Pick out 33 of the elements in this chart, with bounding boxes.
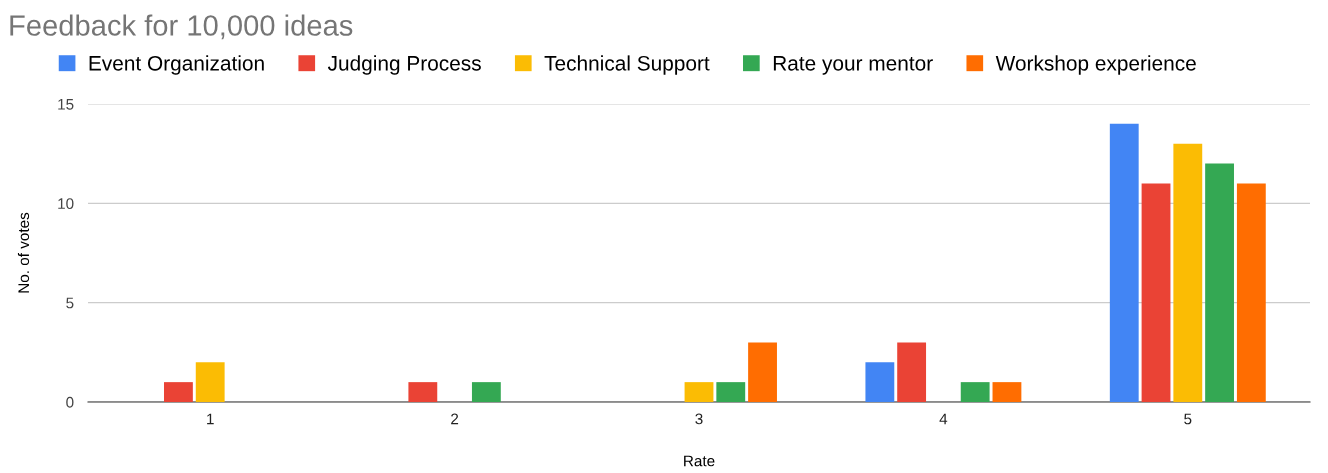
bar	[684, 382, 714, 402]
y-tick-label: 15	[58, 99, 74, 110]
y-tick-label: 10	[58, 198, 74, 210]
legend-label: Technical Support	[544, 55, 710, 75]
bar	[897, 342, 927, 402]
chart-title: Feedback for 10,000 ideas	[10, 14, 353, 40]
bar	[865, 362, 895, 402]
bar	[716, 382, 746, 402]
x-tick-label: 5	[1184, 413, 1192, 425]
x-tick-label: 2	[451, 413, 459, 425]
bar	[195, 362, 225, 402]
bar	[748, 342, 777, 402]
x-axis-title: Rate	[684, 455, 715, 467]
bar	[1205, 163, 1234, 402]
y-tick-label: 5	[66, 297, 74, 309]
legend-label: Event Organization	[89, 55, 264, 75]
x-tick-label: 4	[939, 413, 948, 425]
legend-label: Workshop experience	[995, 55, 1196, 75]
x-tick-label: 3	[695, 413, 703, 425]
bar	[992, 382, 1022, 402]
bar	[1141, 183, 1171, 402]
bar	[164, 382, 193, 402]
legend-label: Rate your mentor	[773, 56, 933, 75]
x-tick-label: 1	[207, 413, 214, 425]
bar	[960, 382, 990, 402]
bar	[408, 382, 438, 402]
bar	[1109, 123, 1139, 402]
y-axis-title: No. of votes	[17, 212, 30, 293]
bar	[1173, 143, 1203, 402]
bar	[471, 382, 501, 402]
y-tick-label: 0	[66, 396, 74, 408]
legend-label: Judging Process	[327, 55, 481, 75]
bar	[1236, 183, 1266, 402]
